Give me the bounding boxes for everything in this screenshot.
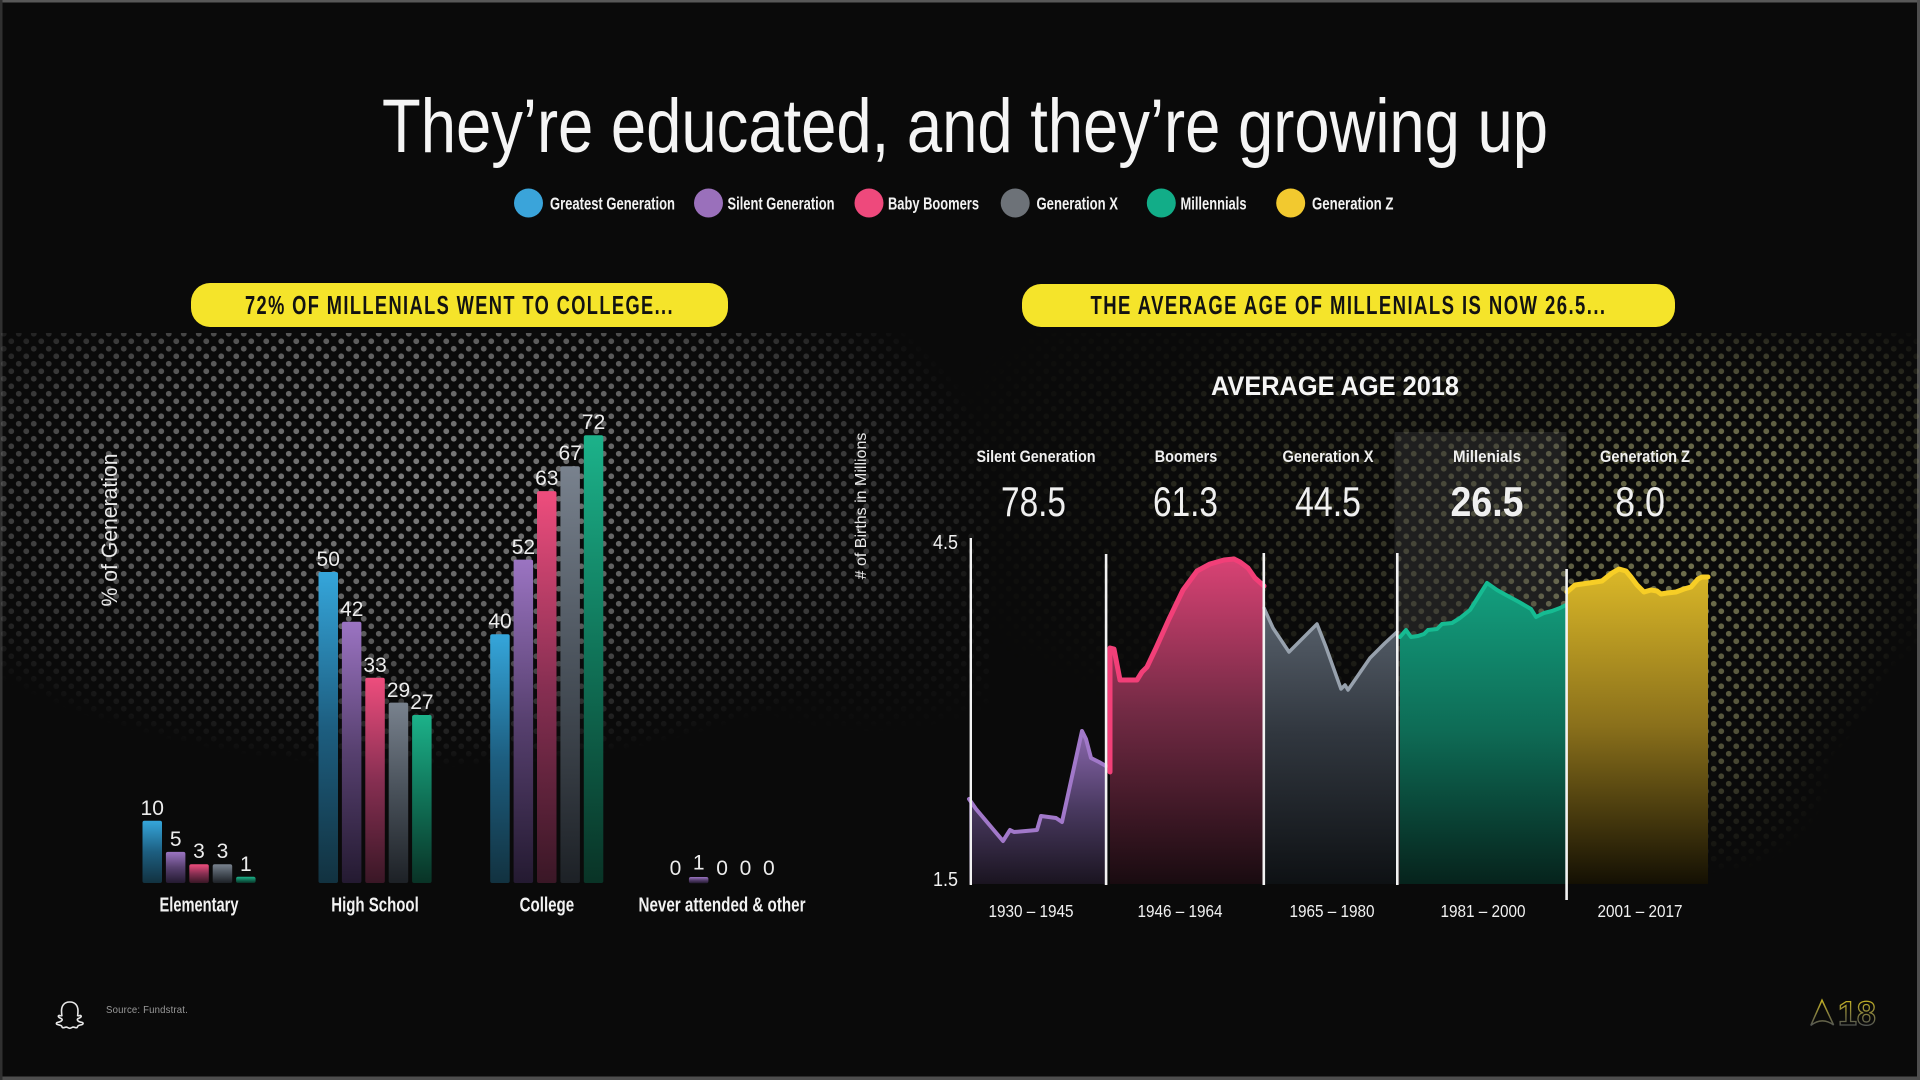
svg-text:1930 – 1945: 1930 – 1945 (989, 901, 1074, 921)
svg-text:5: 5 (170, 828, 182, 851)
svg-text:They’re educated, and they’re: They’re educated, and they’re growing up (382, 84, 1548, 169)
svg-text:26.5: 26.5 (1451, 478, 1524, 525)
svg-text:Boomers: Boomers (1155, 447, 1218, 466)
svg-text:18: 18 (1838, 995, 1876, 1033)
svg-text:1: 1 (240, 853, 252, 876)
svg-text:33: 33 (363, 654, 386, 677)
svg-text:College: College (520, 895, 575, 917)
svg-text:10: 10 (141, 797, 164, 820)
svg-text:1965 – 1980: 1965 – 1980 (1290, 901, 1375, 921)
svg-text:50: 50 (317, 548, 340, 571)
svg-text:8.0: 8.0 (1615, 478, 1665, 525)
svg-text:29: 29 (387, 679, 410, 702)
svg-text:0: 0 (740, 857, 752, 880)
svg-text:3: 3 (217, 840, 229, 863)
svg-text:Silent Generation: Silent Generation (728, 194, 835, 214)
svg-text:3: 3 (193, 840, 205, 863)
svg-text:Generation Z: Generation Z (1600, 447, 1690, 466)
svg-text:Source: Fundstrat.: Source: Fundstrat. (106, 1004, 188, 1016)
svg-text:Generation X: Generation X (1283, 447, 1375, 466)
svg-text:High School: High School (331, 895, 419, 917)
svg-text:2001 – 2017: 2001 – 2017 (1598, 901, 1683, 921)
svg-text:63: 63 (535, 467, 558, 490)
svg-text:0: 0 (716, 857, 728, 880)
svg-text:# of Births in Millions: # of Births in Millions (853, 433, 870, 580)
svg-text:27: 27 (410, 691, 433, 714)
svg-text:Baby Boomers: Baby Boomers (888, 194, 979, 214)
svg-text:THE AVERAGE AGE OF MILLENIALS: THE AVERAGE AGE OF MILLENIALS IS NOW 26.… (1091, 290, 1607, 320)
svg-text:1981 – 2000: 1981 – 2000 (1441, 901, 1526, 921)
svg-text:Never attended & other: Never attended & other (639, 895, 806, 917)
svg-text:AVERAGE AGE 2018: AVERAGE AGE 2018 (1211, 371, 1459, 401)
svg-text:Elementary: Elementary (160, 895, 240, 917)
svg-text:Millenials: Millenials (1453, 447, 1521, 466)
svg-text:% of Generation: % of Generation (97, 454, 122, 607)
svg-text:44.5: 44.5 (1295, 478, 1361, 525)
svg-text:Greatest Generation: Greatest Generation (550, 194, 675, 214)
svg-text:72: 72 (582, 411, 605, 434)
svg-text:4.5: 4.5 (933, 532, 958, 554)
svg-text:Millennials: Millennials (1181, 194, 1247, 214)
svg-text:40: 40 (488, 610, 511, 633)
svg-text:1946 – 1964: 1946 – 1964 (1138, 901, 1223, 921)
svg-text:61.3: 61.3 (1153, 478, 1218, 525)
svg-text:0: 0 (763, 857, 775, 880)
svg-text:52: 52 (512, 536, 535, 559)
svg-text:1.5: 1.5 (933, 869, 958, 891)
svg-text:72% OF MILLENIALS WENT TO COLL: 72% OF MILLENIALS WENT TO COLLEGE... (245, 290, 674, 320)
svg-text:78.5: 78.5 (1001, 478, 1066, 525)
svg-text:Generation Z: Generation Z (1312, 194, 1394, 214)
svg-text:1: 1 (693, 852, 705, 875)
svg-text:0: 0 (670, 857, 682, 880)
svg-text:67: 67 (559, 442, 582, 465)
svg-text:Generation X: Generation X (1037, 194, 1119, 214)
svg-text:Silent Generation: Silent Generation (977, 447, 1096, 466)
svg-text:42: 42 (340, 598, 363, 621)
